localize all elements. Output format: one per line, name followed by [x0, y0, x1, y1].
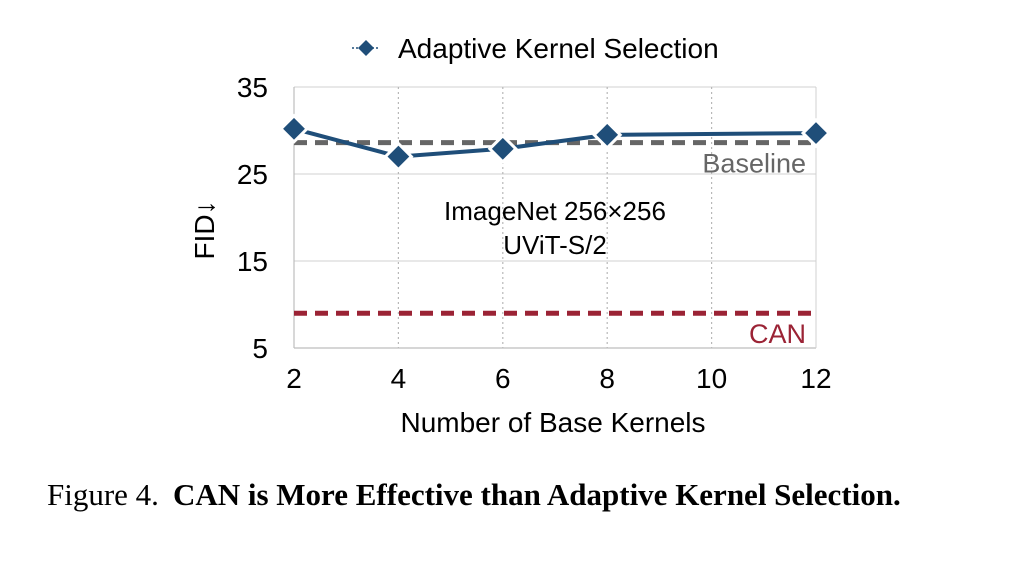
- data-point-marker: [487, 133, 518, 164]
- x-tick-label: 10: [696, 363, 727, 394]
- y-axis-label: FID↓: [189, 200, 220, 259]
- y-tick-label: 25: [237, 159, 268, 190]
- data-point-marker: [278, 113, 310, 144]
- line-chart: Baseline CAN 2 4 6 8 10 12 35 25 15 5 Adaptive Ker…: [189, 33, 832, 438]
- annotation-dataset: ImageNet 256×256: [444, 196, 666, 226]
- grid-lines: [294, 86, 816, 348]
- tick-labels: 2 4 6 8 10 12 35 25 15 5: [237, 72, 832, 394]
- x-tick-label: 6: [495, 363, 511, 394]
- caption-title: CAN is More Effective than Adaptive Kern…: [172, 477, 901, 512]
- reference-label-can: CAN: [749, 319, 806, 349]
- x-axis-label: Number of Base Kernels: [400, 407, 705, 438]
- series-layer: [278, 113, 832, 172]
- legend-label: Adaptive Kernel Selection: [398, 33, 719, 64]
- data-point-marker: [383, 141, 414, 172]
- x-tick-label: 12: [800, 363, 831, 394]
- x-tick-label: 4: [391, 363, 407, 394]
- y-tick-label: 15: [237, 246, 268, 277]
- legend-diamond-marker: [358, 40, 374, 56]
- data-point-marker: [592, 119, 623, 150]
- legend: Adaptive Kernel Selection: [352, 33, 719, 64]
- y-tick-label: 5: [252, 333, 268, 364]
- figure-caption: Figure 4. CAN is More Effective than Adap…: [47, 474, 987, 516]
- annotation-model: UViT-S/2: [503, 230, 607, 260]
- caption-figure-number: Figure 4.: [47, 477, 159, 512]
- data-point-marker: [800, 117, 832, 149]
- x-tick-label: 2: [286, 363, 302, 394]
- y-tick-label: 35: [237, 72, 268, 103]
- reference-label-baseline: Baseline: [702, 149, 806, 179]
- x-tick-label: 8: [599, 363, 615, 394]
- reference-lines: Baseline CAN: [294, 140, 812, 349]
